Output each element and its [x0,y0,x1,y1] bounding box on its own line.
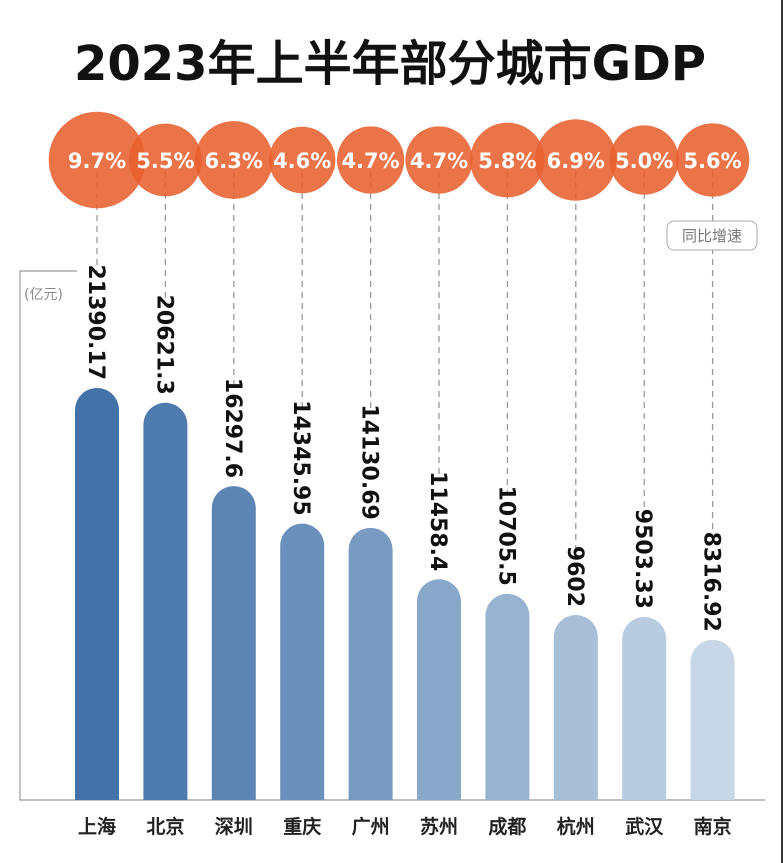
growth-bubble-2 [194,121,273,199]
value-label-2: 16297.6 [220,378,245,478]
window-edge [781,0,783,863]
value-label-6: 10705.5 [493,486,518,586]
unit-label: (亿元) [24,287,63,303]
growth-bubble-7 [535,119,617,201]
value-label-9: 8316.92 [699,532,724,632]
category-label-3: 重庆 [283,815,321,838]
bar-4 [348,527,393,800]
value-label-1: 20621.3 [151,295,176,395]
category-label-2: 深圳 [215,815,253,838]
growth-label-4: 4.7% [341,149,399,173]
bar-3 [280,523,325,800]
category-label-5: 苏州 [420,815,458,838]
growth-bubble-3 [268,126,336,194]
growth-label-6: 5.8% [478,149,536,173]
category-label-7: 杭州 [557,815,595,838]
growth-label-1: 5.5% [136,149,194,173]
growth-bubble-5 [405,126,473,194]
growth-bubble-1 [129,123,202,197]
growth-label-2: 6.3% [205,149,263,173]
bar-7 [553,615,598,800]
growth-label-8: 5.0% [615,149,673,173]
growth-label-3: 4.6% [273,149,331,173]
value-label-8: 9503.33 [630,509,655,609]
growth-label-7: 6.9% [547,149,605,173]
bar-6 [485,593,530,800]
category-label-6: 成都 [488,815,526,838]
value-label-0: 21390.17 [83,264,108,380]
growth-bubble-4 [336,126,405,194]
category-label-0: 上海 [78,815,116,838]
value-label-5: 11458.4 [425,471,450,571]
bar-1 [143,402,188,800]
growth-legend-label: 同比增速 [682,227,742,245]
growth-bubble-9 [675,123,750,197]
bar-0 [75,388,119,800]
growth-bubble-6 [470,122,545,198]
bar-9 [690,639,735,800]
growth-legend: 同比增速 [666,220,758,251]
growth-bubble-0 [48,111,146,209]
growth-label-0: 9.7% [68,149,126,173]
value-label-7: 9602 [562,546,587,607]
value-label-3: 14345.95 [288,400,313,516]
growth-legend-box [666,220,758,251]
category-label-4: 广州 [352,815,390,838]
bar-5 [417,579,461,800]
category-label-8: 武汉 [625,816,664,838]
chart-title: 2023年上半年部分城市GDP [74,36,706,92]
category-label-9: 南京 [694,815,732,838]
value-label-4: 14130.69 [357,404,382,520]
bar-2 [211,486,256,800]
growth-bubble-8 [609,125,679,195]
growth-label-9: 5.6% [683,149,741,173]
bar-8 [622,616,667,800]
category-label-1: 北京 [146,815,184,838]
growth-label-5: 4.7% [410,149,468,173]
